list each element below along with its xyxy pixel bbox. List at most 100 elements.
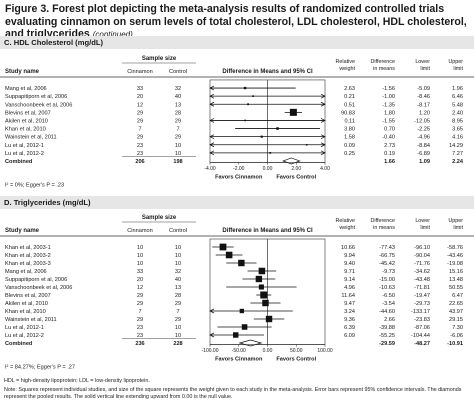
hdl-study-8-control-n: 10 (175, 143, 181, 149)
tg-study-6-upper: 50.55 (449, 285, 463, 291)
hdl-lower-limit-header-line2: limit (420, 66, 430, 72)
tg-study-7-control-n: 28 (175, 293, 181, 299)
footnotes: HDL = high-density lipoprotein; LDL = lo… (4, 378, 470, 403)
tg-combined-name: Combined (5, 341, 33, 347)
hdl-study-9-upper: 7.27 (452, 151, 463, 157)
tg-study-5-name: Suppapitiporn et al, 2006 (5, 277, 67, 283)
hdl-study-7-cinnamon-n: 29 (137, 135, 143, 141)
tg-study-6-cinnamon-n: 12 (137, 285, 143, 291)
tg-cinnamon-header: Cinnamon (127, 228, 153, 234)
tg-study-10-control-n: 29 (175, 317, 181, 323)
hdl-study-6-cinnamon-n: 7 (138, 127, 141, 133)
hdl-favors-control: Favors Control (276, 175, 316, 181)
hdl-study-4-weight: 90.83 (341, 110, 355, 116)
hdl-study-4-control-n: 28 (175, 110, 181, 116)
tg-diff-means-header-line1: Difference (371, 218, 395, 224)
hdl-study-1-cinnamon-n: 33 (137, 86, 143, 92)
tg-study-11-weight: 6.39 (344, 325, 355, 331)
tg-study-6-diff: -10.63 (379, 285, 395, 291)
hdl-study-5-diff: -1.55 (382, 118, 395, 124)
hdl-study-7-square (260, 135, 263, 138)
tg-study-5-control-n: 40 (175, 277, 181, 283)
tg-study-2-weight: 9.94 (344, 253, 355, 259)
tg-study-11-control-n: 10 (175, 325, 181, 331)
tg-study-8-name: Akilen et al, 2010 (5, 301, 48, 307)
hdl-study-2-control-n: 40 (175, 94, 181, 100)
hdl-study-7-ci-arrow-right (320, 134, 326, 139)
tg-study-12-diff: -55.25 (379, 333, 395, 339)
tg-study-6-weight: 4.96 (344, 285, 355, 291)
tg-study-5-diff: -15.00 (379, 277, 395, 283)
hdl-study-9-weight: 0.25 (344, 151, 355, 157)
tg-study-5-weight: 9.14 (344, 277, 355, 283)
tg-study-3-upper: -19.08 (447, 261, 463, 267)
triglycerides-forest-plot: Sample size Study name Cinnamon Control Diff… (0, 215, 474, 371)
tg-study-9-lower: -133.17 (411, 309, 430, 315)
hdl-study-7-weight: 1.58 (344, 135, 355, 141)
hdl-study-2-square (252, 95, 254, 97)
hdl-study-8-square (305, 143, 308, 146)
tg-study-3-control-n: 10 (175, 261, 181, 267)
hdl-study-9-control-n: 10 (175, 151, 181, 157)
hdl-study-1-upper: 1.96 (452, 86, 463, 92)
hdl-study-3-ci-arrow-left (209, 101, 215, 107)
tg-study-11-lower: -87.06 (414, 325, 430, 331)
hdl-difference-header: Difference in Means and 95% CI (222, 69, 313, 75)
hdl-study-6-upper: 3.65 (452, 127, 463, 133)
tg-tick-label-5: 100.00 (317, 348, 333, 354)
tg-combined-diff: -29.59 (379, 341, 395, 347)
hdl-study-8-weight: 0.09 (344, 143, 355, 149)
tg-combined-control-n: 228 (173, 341, 182, 347)
tg-study-6-control-n: 13 (175, 285, 181, 291)
tg-study-4-diff: -9.73 (382, 269, 395, 275)
hdl-study-3-diff: -1.35 (382, 102, 395, 108)
tg-study-8-control-n: 29 (175, 301, 181, 307)
tg-combined-lower: -48.27 (414, 341, 430, 347)
tg-study-2-square (225, 251, 233, 259)
hdl-study-1-diff: -1.56 (382, 86, 395, 92)
tg-study-3-cinnamon-n: 10 (137, 261, 143, 267)
tg-study-2-lower: -90.04 (414, 253, 430, 259)
panel-c-title: C. HDL Cholesterol (mg/dL) (0, 36, 474, 49)
hdl-study-5-square (244, 119, 247, 122)
hdl-lower-limit-header-line1: Lower (415, 59, 430, 65)
hdl-tick-label-2: -2.00 (233, 166, 245, 172)
hdl-study-2-upper: 6.46 (452, 94, 463, 100)
tg-study-7-name: Blevins et al, 2007 (5, 293, 51, 299)
tg-study-10-upper: 29.15 (449, 317, 463, 323)
hdl-combined-control-n: 198 (173, 159, 182, 165)
tg-study-7-cinnamon-n: 29 (137, 293, 143, 299)
tg-difference-header: Difference in Means and 95% CI (222, 228, 313, 234)
tg-study-2-diff: -66.75 (379, 253, 395, 259)
tg-study-9-name: Khan et al, 2010 (5, 309, 46, 315)
tg-lower-limit-header-line2: limit (420, 225, 430, 231)
hdl-study-1-weight: 2.63 (344, 86, 355, 92)
tg-study-1-control-n: 10 (175, 245, 181, 251)
tg-study-4-control-n: 32 (175, 269, 181, 275)
hdl-study-5-ci-arrow-left (209, 118, 215, 123)
tg-study-1-upper: -58.76 (447, 245, 463, 251)
tg-diff-means-header-line2: in means (373, 225, 395, 231)
tg-study-4-name: Mang et al, 2006 (5, 269, 47, 275)
hdl-study-4-diff: 1.80 (384, 110, 395, 116)
hdl-study-7-control-n: 29 (175, 135, 181, 141)
hdl-study-2-ci-arrow-left (209, 93, 215, 99)
footnote-note: Note: Squares represent individual studi… (4, 387, 462, 400)
hdl-study-7-name: Wainstein et al, 2011 (5, 135, 57, 141)
tg-study-12-ci-arrow-left (209, 332, 215, 338)
tg-study-10-lower: -23.83 (414, 317, 430, 323)
tg-study-12-upper: -6.06 (450, 333, 463, 339)
tg-study-10-square (265, 315, 273, 323)
tg-tick-label-3: 0.00 (263, 348, 273, 354)
tg-control-header: Control (169, 228, 187, 234)
tg-study-5-lower: -43.48 (414, 277, 430, 283)
tg-study-9-cinnamon-n: 7 (138, 309, 141, 315)
hdl-tick-label-4: 2.00 (291, 166, 301, 172)
tg-study-12-square (233, 332, 239, 338)
tg-sample-size-header: Sample size (142, 215, 177, 221)
hdl-study-4-name: Blevins et al, 2007 (5, 110, 51, 116)
tg-favors-control: Favors Control (276, 357, 316, 363)
hdl-study-3-lower: -8.17 (417, 102, 430, 108)
tg-study-5-upper: 13.48 (449, 277, 463, 283)
tg-study-9-square (239, 308, 245, 314)
